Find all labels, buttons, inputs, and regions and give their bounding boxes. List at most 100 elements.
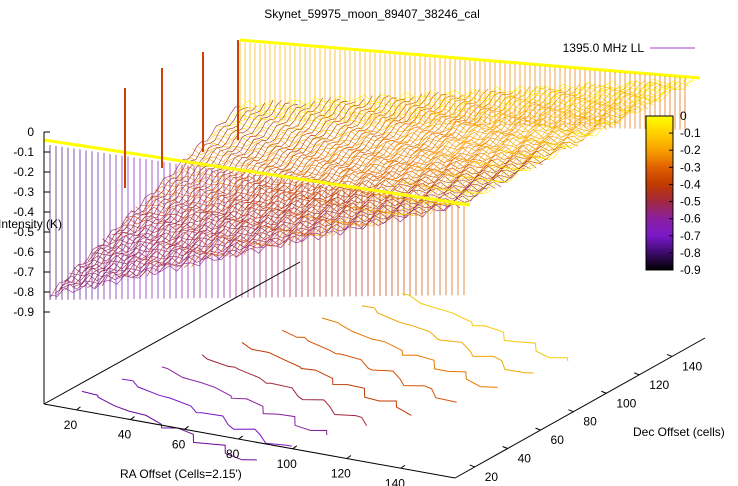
surface-col [94, 102, 290, 289]
surface-col [161, 98, 365, 269]
z-tick-label: -0.5 [13, 225, 34, 239]
surface-col [87, 100, 282, 288]
surface-col [109, 103, 307, 282]
z-tick-label: -0.1 [13, 145, 34, 159]
surface-col [348, 87, 572, 228]
y-tick [535, 427, 541, 431]
contour-line [281, 329, 457, 403]
z-axis-label: Intensity (K) [0, 217, 62, 231]
surface-edge-back [239, 38, 701, 80]
x-tick-label: 140 [385, 476, 405, 486]
x-tick [346, 455, 352, 459]
surface-col [370, 83, 596, 227]
surface-col [355, 84, 580, 226]
surface-col [459, 77, 696, 206]
colorbar-tick-label: -0.7 [680, 229, 701, 243]
surface-col [236, 94, 447, 258]
surface-col [340, 89, 563, 233]
x-axis-label: RA Offset (Cells=2.15') [120, 467, 242, 481]
back-axis-line [43, 261, 301, 405]
contour-line [241, 342, 412, 416]
colorbar-tick-label: -0.2 [680, 143, 701, 157]
colorbar-tick-label: -0.9 [680, 263, 701, 277]
surface-col [49, 106, 241, 299]
contour-line [201, 354, 368, 426]
colorbar-tick-label: 0 [680, 109, 687, 123]
surface-col [400, 82, 630, 216]
y-axis-label: Dec Offset (cells) [633, 425, 725, 439]
contour-line [361, 305, 534, 374]
surface-col [288, 92, 505, 246]
z-tick-label: -0.7 [13, 265, 34, 279]
surface-col [139, 98, 340, 279]
surface-col [228, 91, 439, 258]
surface-row [216, 91, 666, 132]
surface-col [131, 97, 332, 278]
colorbar-tick-label: -0.5 [680, 195, 701, 209]
x-tick-label: 120 [331, 467, 351, 481]
surface-row [178, 118, 619, 171]
axes [43, 132, 706, 479]
surface-col [79, 100, 274, 287]
surface-col [116, 100, 315, 278]
colorbar-gradient [645, 115, 674, 271]
x-tick [400, 464, 406, 469]
x-tick [130, 416, 135, 420]
y-tick [666, 353, 673, 357]
surface-row [225, 86, 678, 124]
surface-mesh [43, 38, 701, 300]
surface-col [318, 85, 539, 236]
contour-line [161, 366, 328, 436]
surface-col [280, 90, 497, 248]
x-axis-line [43, 403, 456, 479]
chart-title: Skynet_59975_moon_89407_38246_cal [264, 7, 480, 21]
surface-row [187, 110, 631, 160]
surface-row [111, 161, 537, 236]
colorbar-ticks: 0 -0.1 -0.2 -0.3 -0.4 -0.5 -0.6 -0.7 -0.8 -0.9 [669, 109, 701, 277]
y-tick [568, 409, 574, 413]
surface-col [407, 80, 638, 217]
surface-row [235, 81, 690, 114]
x-tick [238, 435, 243, 440]
surface-col [57, 107, 249, 296]
x-tick [292, 445, 298, 450]
colorbar-tick-label: -0.6 [680, 212, 701, 226]
surface-col [72, 102, 266, 288]
surface-edge-front [43, 138, 471, 207]
surface-row [49, 202, 461, 297]
y-tick [502, 446, 508, 449]
y-tick-label: 80 [583, 415, 597, 429]
y-tick [469, 464, 475, 468]
contour-line [401, 293, 569, 362]
contour-line [321, 317, 498, 388]
z-tick-label: -0.9 [13, 305, 34, 319]
z-tick-label: -0.4 [13, 205, 34, 219]
surface-row [102, 167, 525, 245]
surface-row [121, 156, 549, 227]
z-tick-label: 0 [27, 125, 34, 139]
contour-line [121, 378, 292, 447]
y-tick-label: 20 [485, 470, 499, 484]
surface-col [251, 94, 464, 251]
y-axis-line [454, 337, 706, 479]
surface-row [154, 133, 590, 193]
surface-row [83, 181, 502, 265]
surface-col [310, 86, 530, 236]
surface-col [258, 91, 472, 247]
surface-col [146, 100, 348, 277]
surface-col [325, 87, 547, 238]
surface-col [333, 88, 555, 236]
z-tick-label: -0.6 [13, 245, 34, 259]
surface-row [197, 104, 643, 152]
y-tick-label: 120 [649, 378, 669, 392]
y-tick-label: 40 [518, 452, 532, 466]
surface-col [221, 91, 431, 257]
z-tick-label: -0.3 [13, 185, 34, 199]
z-tick-label: -0.8 [13, 285, 34, 299]
colorbar-tick-label: -0.8 [680, 246, 701, 260]
colorbar: 0 -0.1 -0.2 -0.3 -0.4 -0.5 -0.6 -0.7 -0.8 -0.9 [645, 109, 701, 277]
contour-line [81, 390, 257, 461]
y-tick [601, 390, 607, 394]
